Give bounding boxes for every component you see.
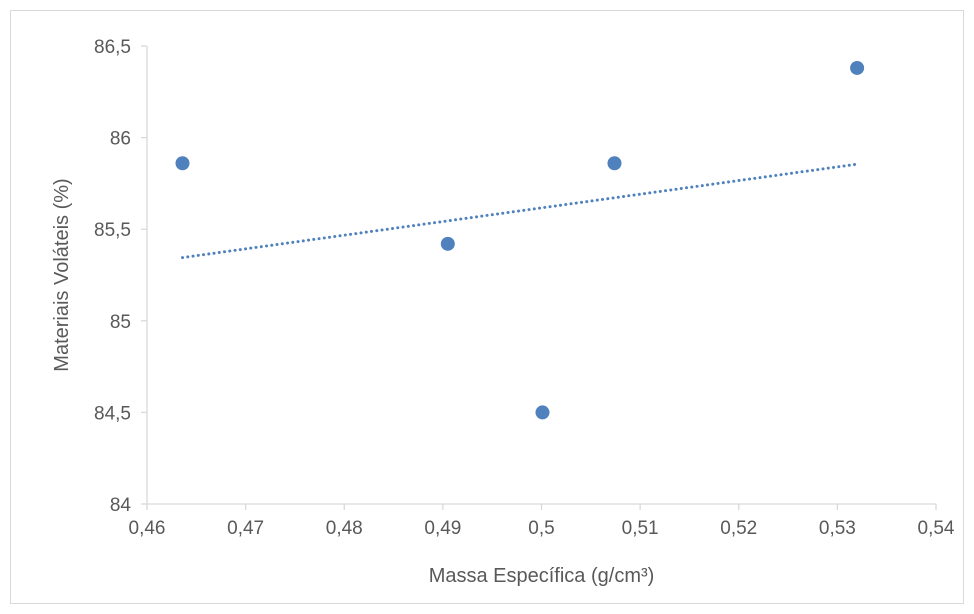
y-tick-label: 85,5: [94, 220, 131, 241]
x-tick-label: 0,51: [622, 518, 659, 539]
data-point: [850, 60, 865, 75]
labels-layer: Massa Específica (g/cm³) Materiais Volát…: [51, 37, 955, 587]
x-tick-label: 0,49: [424, 518, 461, 539]
x-tick-label: 0,53: [819, 518, 856, 539]
y-tick-label: 86: [110, 129, 131, 150]
data-point: [175, 156, 190, 171]
x-tick-label: 0,46: [129, 518, 166, 539]
y-tick-label: 86,5: [94, 37, 131, 58]
trendline-layer: [181, 162, 859, 260]
x-tick-label: 0,54: [918, 518, 955, 539]
y-tick-label: 84,5: [94, 403, 131, 424]
axes: [141, 45, 937, 510]
data-point: [440, 236, 455, 251]
x-tick-label: 0,5: [528, 518, 554, 539]
trendline: [181, 162, 859, 260]
chart-frame: Massa Específica (g/cm³) Materiais Volát…: [10, 10, 964, 604]
scatter-chart: Massa Específica (g/cm³) Materiais Volát…: [51, 37, 955, 587]
x-tick-label: 0,52: [720, 518, 757, 539]
y-tick-label: 84: [110, 495, 132, 516]
data-point: [535, 405, 550, 420]
data-point: [607, 156, 622, 171]
x-tick-label: 0,47: [227, 518, 264, 539]
x-axis-title: Massa Específica (g/cm³): [429, 565, 655, 587]
y-axis-title: Materiais Voláteis (%): [51, 178, 73, 371]
points-layer: [175, 60, 865, 420]
x-tick-label: 0,48: [326, 518, 363, 539]
y-tick-label: 85: [110, 312, 131, 333]
